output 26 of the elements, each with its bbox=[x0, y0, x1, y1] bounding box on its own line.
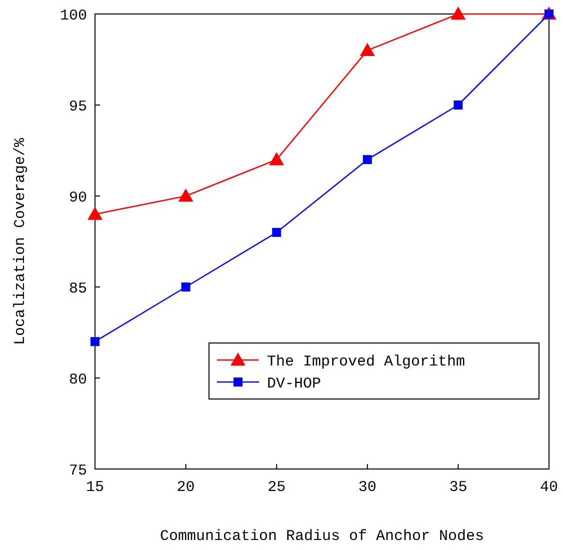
x-tick-label: 20 bbox=[176, 479, 195, 496]
legend-label: The Improved Algorithm bbox=[267, 353, 466, 370]
y-tick-label: 90 bbox=[68, 189, 87, 206]
x-axis-title: Communication Radius of Anchor Nodes bbox=[160, 528, 484, 545]
point bbox=[454, 100, 463, 110]
x-tick-label: 25 bbox=[268, 479, 286, 496]
x-tick-label: 35 bbox=[449, 479, 468, 496]
point bbox=[88, 206, 102, 220]
y-axis-title: Localization Coverage/% bbox=[12, 136, 29, 346]
x-tick-label: 40 bbox=[540, 479, 558, 496]
y-tick-label: 80 bbox=[68, 371, 87, 388]
point bbox=[450, 6, 466, 20]
legend-label: DV-HOP bbox=[267, 375, 322, 392]
y-tick-label: 85 bbox=[68, 280, 87, 298]
point bbox=[90, 337, 100, 346]
point bbox=[362, 155, 372, 164]
y-tick-label: 100 bbox=[60, 7, 87, 24]
point bbox=[360, 42, 375, 56]
y-tick-label: 75 bbox=[68, 462, 87, 480]
point bbox=[269, 152, 284, 166]
point bbox=[272, 228, 282, 237]
point bbox=[181, 282, 190, 292]
x-tick-label: 15 bbox=[86, 479, 104, 496]
point bbox=[178, 188, 194, 202]
y-tick-label: 95 bbox=[68, 98, 87, 116]
x-tick-label: 30 bbox=[358, 479, 376, 496]
